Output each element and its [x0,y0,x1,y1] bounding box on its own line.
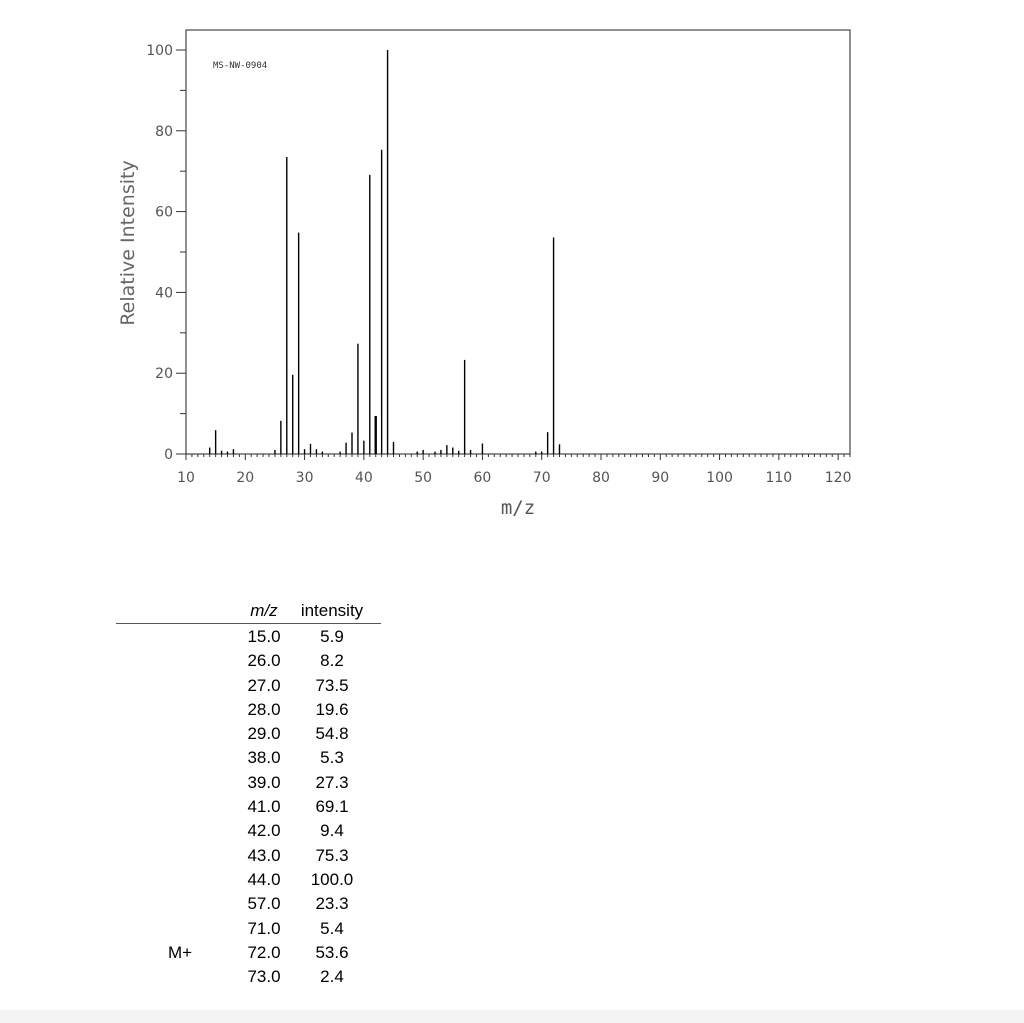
mz-column-header: m/z [250,601,278,620]
y-axis-label: Relative Intensity [117,160,139,325]
table-row: 57.0 23.3 [116,891,381,915]
mz-cell: 15.0 [247,627,281,646]
peak-table: m/z intensity 15.0 5.9 26.0 8.2 27.0 73.5 28.0… [116,600,381,988]
mz-cell: 26.0 [247,651,281,671]
x-tick-label: 40 [355,470,373,486]
x-axis: 10 20 30 40 50 60 70 80 90 100 110 120 [177,454,852,486]
y-tick-label: 80 [155,124,173,140]
mz-cell: 28.0 [247,699,281,719]
x-tick-label: 50 [414,470,432,486]
intensity-cell: 73.5 [315,675,349,695]
intensity-cell: 54.8 [315,724,349,744]
mz-cell: 42.0 [247,821,281,841]
x-tick-label: 10 [177,470,195,486]
mz-cell: 41.0 [247,797,281,817]
mz-cell: 44.0 [247,869,281,889]
x-tick-label: 120 [825,470,852,486]
mass-spectrum-chart: 0 20 40 60 80 100 10 20 30 40 50 60 70 80 90 100 110 120… [117,29,852,519]
x-tick-label: 100 [706,470,733,486]
mz-cell: 72.0 [247,942,281,962]
intensity-column-header: intensity [300,601,364,620]
x-tick-label: 20 [236,470,254,486]
intensity-cell: 2.4 [320,967,344,987]
y-tick-label: 40 [155,285,173,301]
table-row: 42.0 9.4 [116,818,381,842]
x-tick-label: 80 [592,470,610,486]
y-tick-label: 20 [155,366,173,382]
table-row: 26.0 8.2 [116,648,381,672]
x-tick-label: 110 [765,470,792,486]
table-row: 38.0 5.3 [116,745,381,769]
table-row: 43.0 75.3 [116,843,381,867]
intensity-cell: 23.3 [315,894,349,914]
table-row: 41.0 69.1 [116,794,381,818]
mz-cell: 71.0 [247,918,281,938]
y-axis: 0 20 40 60 80 100 [146,43,186,463]
y-tick-label: 60 [155,205,173,221]
x-axis-label: m/z [501,497,535,519]
intensity-cell: 19.6 [315,699,349,719]
intensity-cell: 75.3 [315,845,349,865]
intensity-cell: 5.4 [320,918,344,938]
peak-series [209,50,561,454]
mz-cell: 38.0 [247,748,281,768]
intensity-cell: 53.6 [315,942,349,962]
intensity-cell: 5.3 [320,748,344,768]
mz-cell: 57.0 [247,894,281,914]
y-tick-label: 100 [146,43,173,59]
x-tick-label: 90 [651,470,669,486]
table-row: 73.0 2.4 [116,964,381,988]
x-tick-label: 30 [296,470,314,486]
spectrum-code: MS-NW-0904 [213,61,267,71]
ion-label: M+ [167,942,193,962]
y-tick-label: 0 [164,447,173,463]
table-header: m/z intensity [116,600,381,624]
mz-cell: 39.0 [247,772,281,792]
mz-cell: 27.0 [247,675,281,695]
intensity-cell: 69.1 [315,797,349,817]
table-row: 44.0 100.0 [116,867,381,891]
intensity-cell: 8.2 [320,651,344,671]
mz-cell: 73.0 [247,967,281,987]
intensity-cell: 9.4 [320,821,344,841]
intensity-cell: 100.0 [310,869,354,889]
mz-cell: 43.0 [247,845,281,865]
bottom-strip [0,1010,1024,1023]
intensity-cell: 27.3 [315,772,349,792]
x-tick-label: 60 [474,470,492,486]
plot-frame [185,29,851,455]
table-row: 27.0 73.5 [116,673,381,697]
mz-cell: 29.0 [247,724,281,744]
table-body: 15.0 5.9 26.0 8.2 27.0 73.5 28.0 19.6 29.0 54.8 38… [116,624,381,988]
intensity-cell: 5.9 [320,627,344,646]
table-row: 29.0 54.8 [116,721,381,745]
table-row: 71.0 5.4 [116,916,381,940]
table-row: 15.0 5.9 [116,624,381,648]
table-row: 39.0 27.3 [116,770,381,794]
table-row: M+ 72.0 53.6 [116,940,381,964]
x-tick-label: 70 [533,470,551,486]
table-row: 28.0 19.6 [116,697,381,721]
